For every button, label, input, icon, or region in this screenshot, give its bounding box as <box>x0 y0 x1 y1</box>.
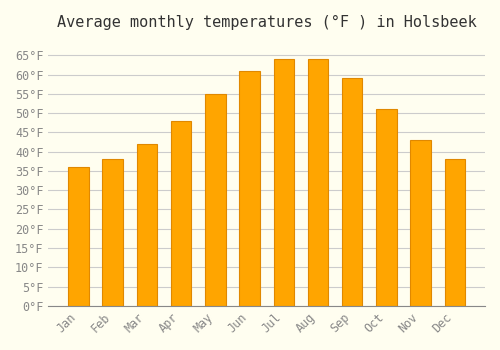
Bar <box>410 140 431 306</box>
Bar <box>444 159 465 306</box>
Bar <box>205 94 226 306</box>
Bar <box>308 59 328 306</box>
Bar <box>171 121 192 306</box>
Bar <box>68 167 88 306</box>
Bar <box>376 109 396 306</box>
Bar <box>136 144 157 306</box>
Title: Average monthly temperatures (°F ) in Holsbeek: Average monthly temperatures (°F ) in Ho… <box>57 15 476 30</box>
Bar <box>102 159 123 306</box>
Bar <box>240 71 260 306</box>
Bar <box>274 59 294 306</box>
Bar <box>342 78 362 306</box>
